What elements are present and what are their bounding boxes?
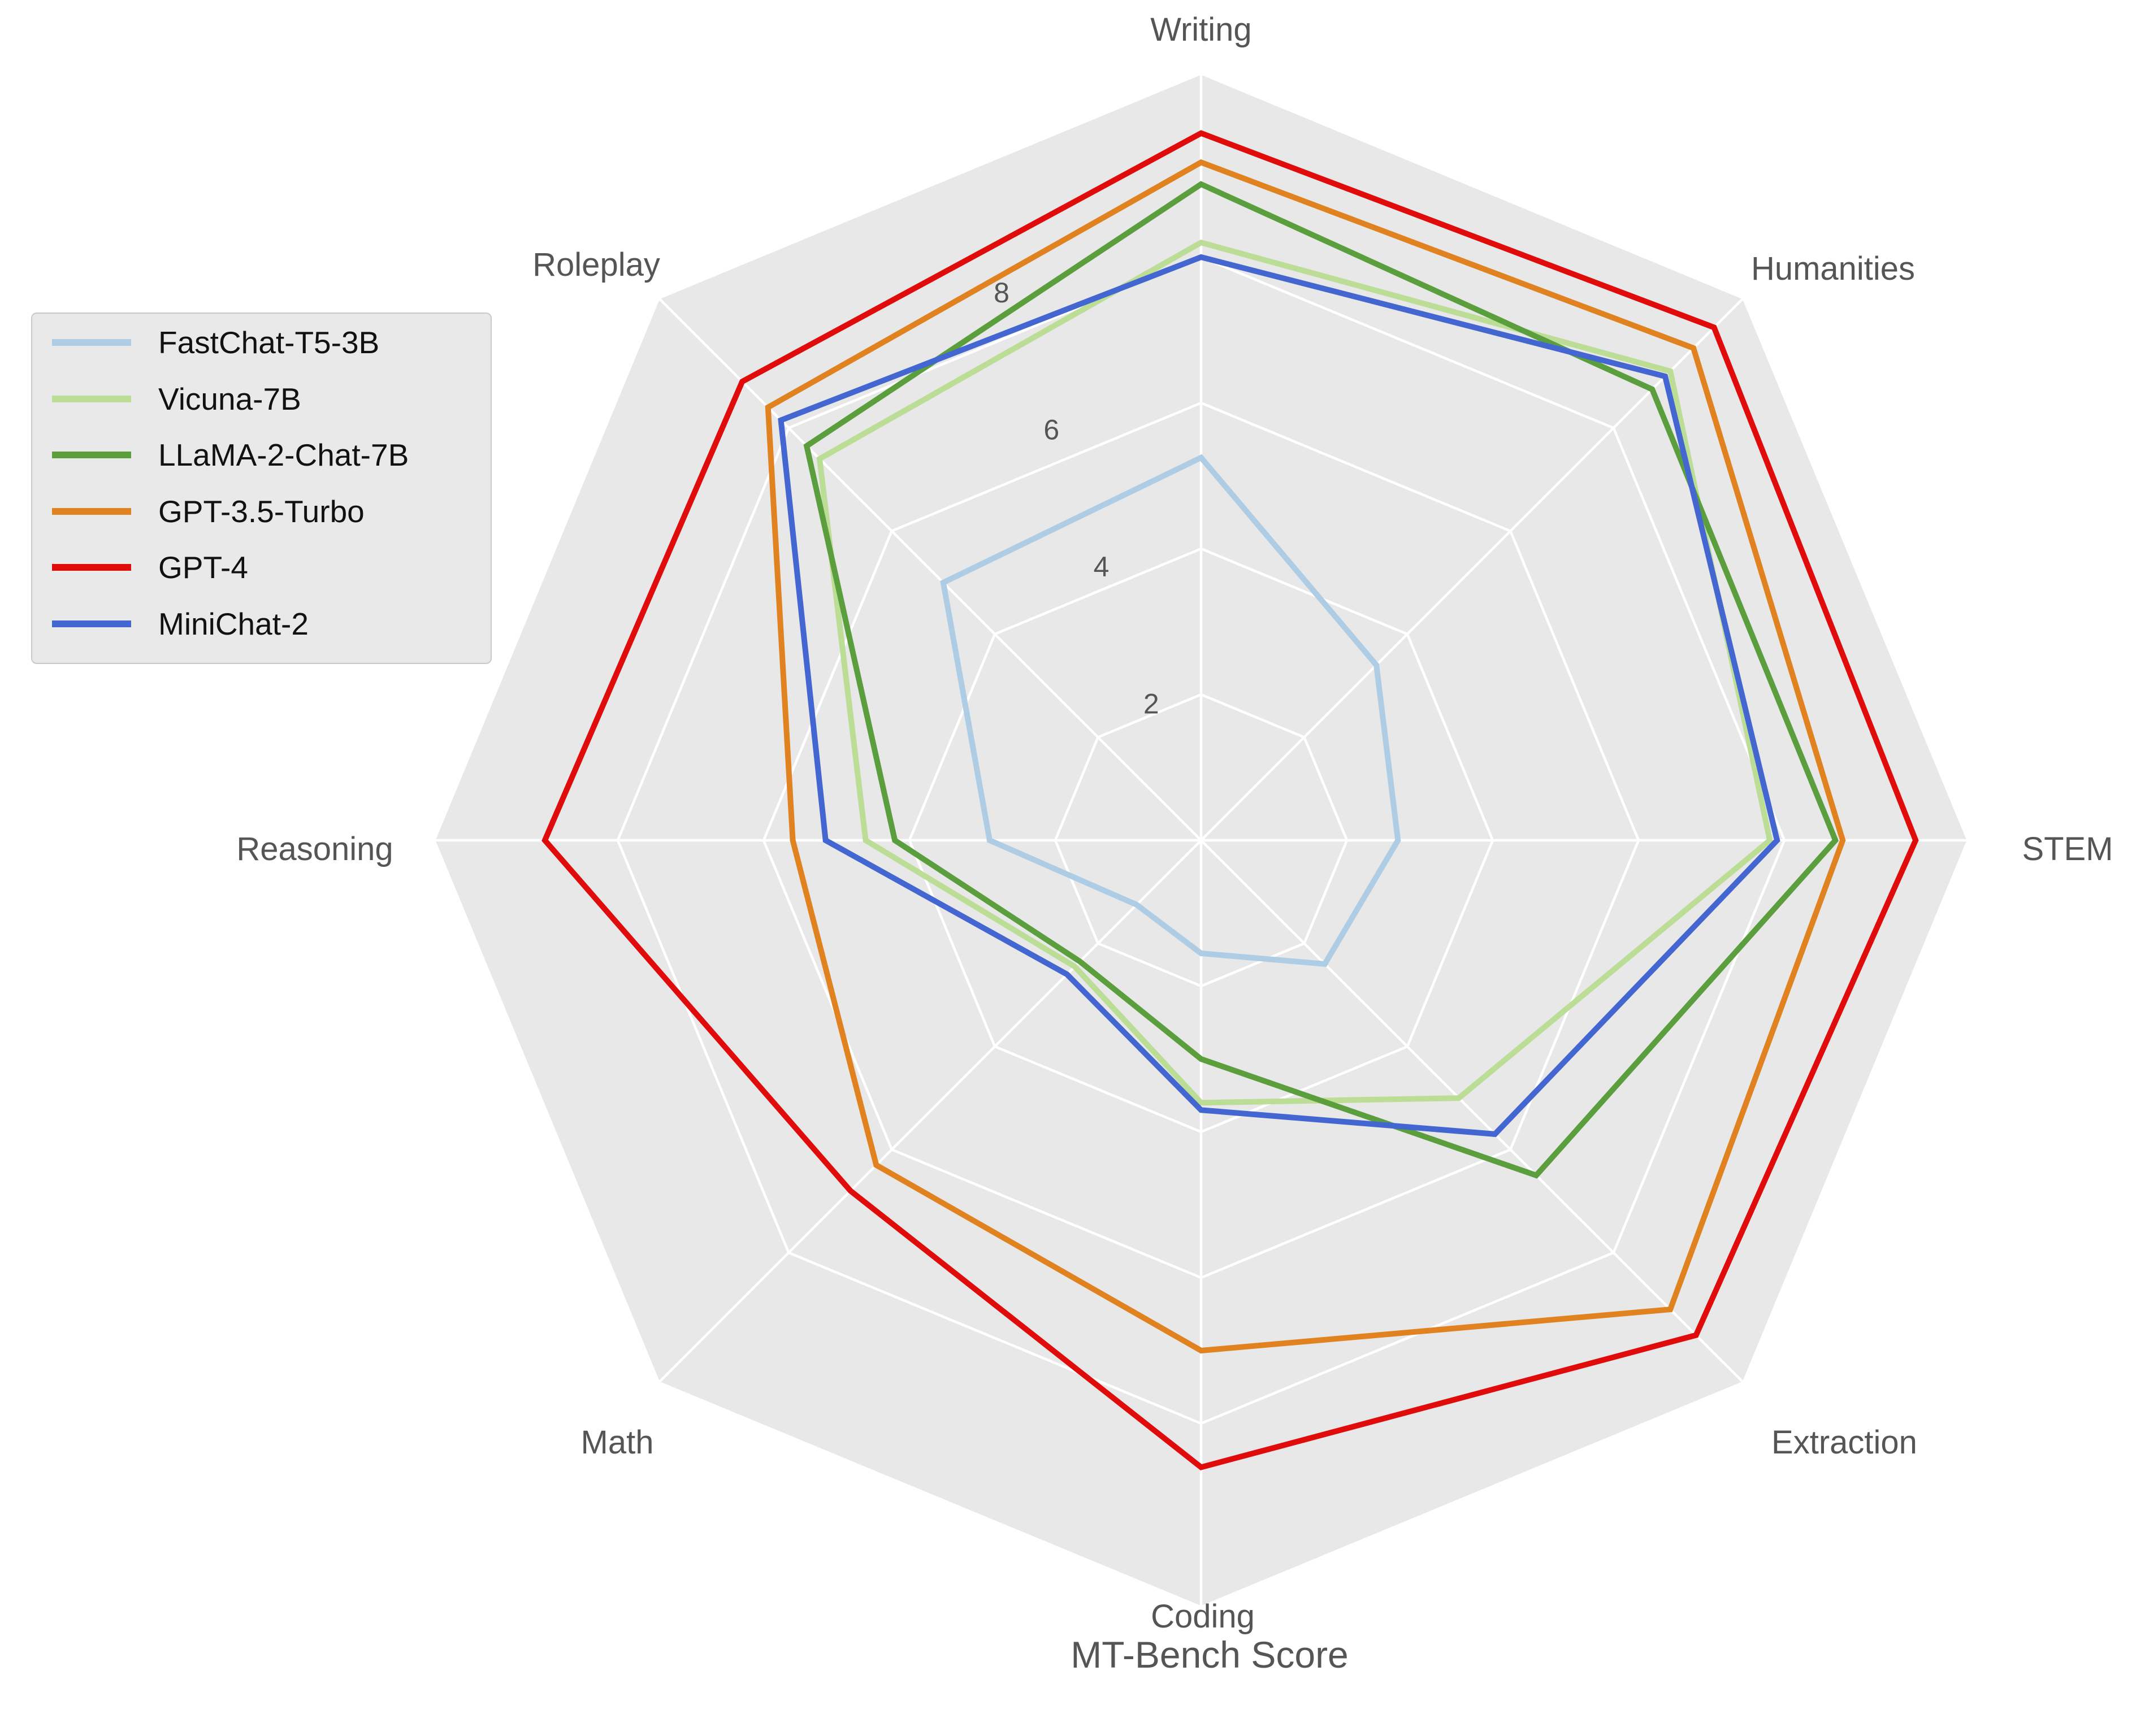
legend-swatch-line xyxy=(52,395,131,402)
legend-label: Vicuna-7B xyxy=(158,381,301,416)
axis-label-writing: Writing xyxy=(1150,11,1251,48)
legend-label: GPT-4 xyxy=(158,550,248,585)
series-polygon-llama-2-chat-7b xyxy=(803,181,1839,1179)
series-polygon-minichat-2 xyxy=(778,254,1780,1138)
grid-spoke-roleplay xyxy=(658,298,1202,841)
series-polygon-gpt-3-5-turbo xyxy=(765,159,1846,1354)
axis-label-extraction: Extraction xyxy=(1771,1424,1917,1461)
series-polygon-gpt-4 xyxy=(541,130,1919,1470)
chart-title: MT-Bench Score xyxy=(1071,1634,1349,1676)
grid-spoke-extraction xyxy=(1200,839,1744,1383)
grid-spoke-math xyxy=(658,839,1202,1383)
legend-swatch-line xyxy=(52,564,131,571)
axis-label-humanities: Humanities xyxy=(1751,250,1915,287)
axis-label-math: Math xyxy=(581,1424,654,1461)
tick-label-6: 6 xyxy=(1043,414,1059,446)
axis-label-coding: Coding xyxy=(1151,1598,1255,1635)
tick-label-8: 8 xyxy=(994,277,1009,309)
tick-label-4: 4 xyxy=(1094,551,1110,583)
legend-swatch-line xyxy=(52,452,131,458)
tick-label-2: 2 xyxy=(1143,688,1159,720)
legend-swatch-line xyxy=(52,507,131,515)
axis-label-reasoning: Reasoning xyxy=(236,831,393,867)
legend-swatch-line xyxy=(52,620,131,627)
legend: FastChat-T5-3B Vicuna-7B LLaMA-2-Chat-7B GP… xyxy=(31,313,492,664)
legend-label: LLaMA-2-Chat-7B xyxy=(158,437,409,472)
legend-label: MiniChat-2 xyxy=(158,606,309,641)
legend-swatch-line xyxy=(52,339,131,346)
legend-label: FastChat-T5-3B xyxy=(158,325,380,360)
axis-label-roleplay: Roleplay xyxy=(532,246,660,283)
legend-label: GPT-3.5-Turbo xyxy=(158,493,365,529)
axis-label-stem: STEM xyxy=(2022,831,2113,867)
series-polygon-fastchat-t5-3b xyxy=(940,454,1401,967)
